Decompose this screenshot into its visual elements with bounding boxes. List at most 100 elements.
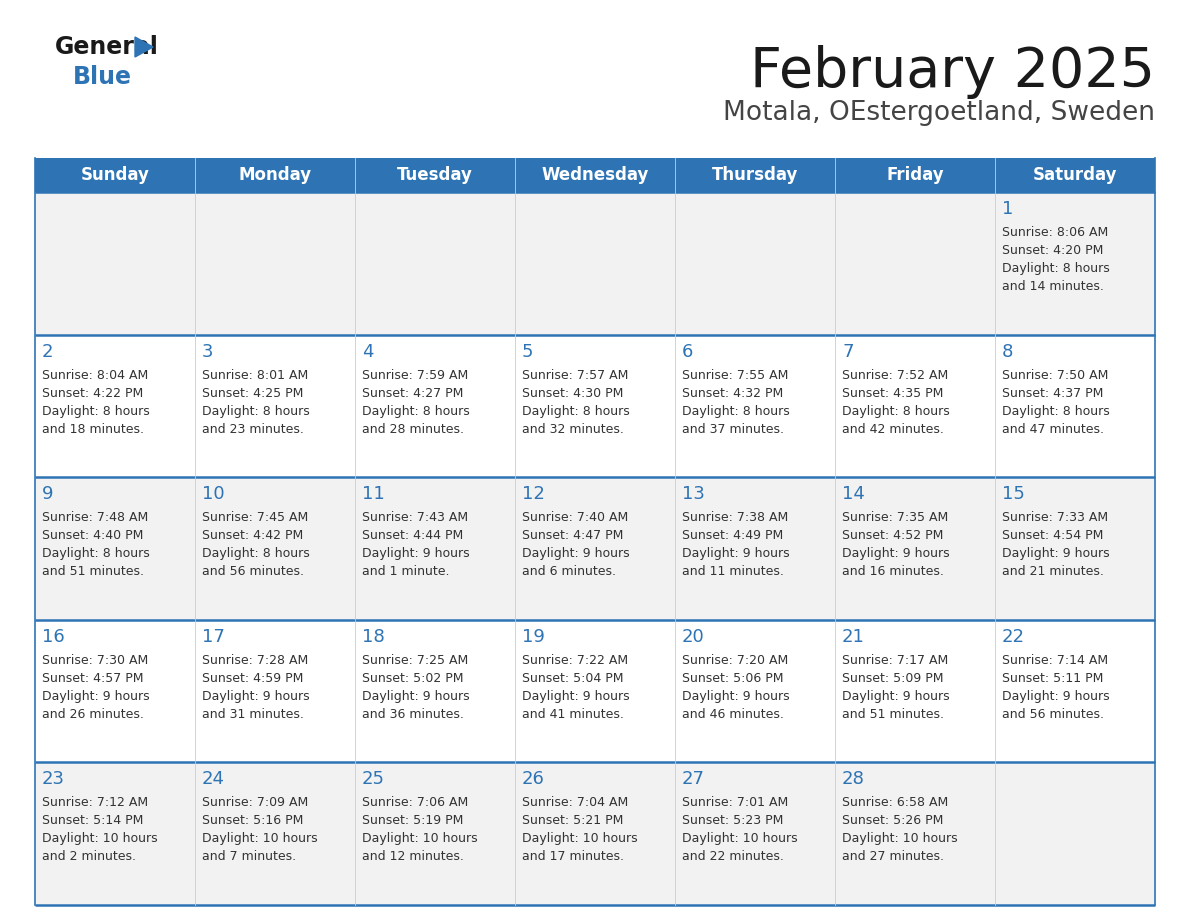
Text: Saturday: Saturday — [1032, 166, 1117, 184]
Text: Sunset: 5:26 PM: Sunset: 5:26 PM — [842, 814, 943, 827]
Text: Daylight: 8 hours: Daylight: 8 hours — [362, 405, 469, 418]
Text: Sunset: 4:30 PM: Sunset: 4:30 PM — [522, 386, 624, 399]
Text: Daylight: 8 hours: Daylight: 8 hours — [42, 547, 150, 560]
Text: 15: 15 — [1001, 486, 1025, 503]
Text: 7: 7 — [842, 342, 853, 361]
Text: Sunrise: 7:57 AM: Sunrise: 7:57 AM — [522, 369, 628, 382]
Text: Sunrise: 7:38 AM: Sunrise: 7:38 AM — [682, 511, 789, 524]
Text: Sunrise: 6:58 AM: Sunrise: 6:58 AM — [842, 797, 948, 810]
Text: Sunrise: 7:22 AM: Sunrise: 7:22 AM — [522, 654, 628, 666]
Text: 25: 25 — [362, 770, 385, 789]
Text: 20: 20 — [682, 628, 704, 645]
Text: Sunrise: 7:45 AM: Sunrise: 7:45 AM — [202, 511, 308, 524]
Text: Sunset: 4:44 PM: Sunset: 4:44 PM — [362, 529, 463, 543]
Text: Sunrise: 7:35 AM: Sunrise: 7:35 AM — [842, 511, 948, 524]
Text: and 2 minutes.: and 2 minutes. — [42, 850, 135, 864]
Text: 8: 8 — [1001, 342, 1013, 361]
Bar — [34, 192, 1155, 334]
Text: Sunrise: 7:50 AM: Sunrise: 7:50 AM — [1001, 369, 1108, 382]
Text: Sunset: 5:16 PM: Sunset: 5:16 PM — [202, 814, 303, 827]
Text: 12: 12 — [522, 486, 545, 503]
Text: Thursday: Thursday — [712, 166, 798, 184]
Text: Sunset: 4:40 PM: Sunset: 4:40 PM — [42, 529, 144, 543]
Text: and 27 minutes.: and 27 minutes. — [842, 850, 944, 864]
Text: 18: 18 — [362, 628, 385, 645]
Text: Sunrise: 7:20 AM: Sunrise: 7:20 AM — [682, 654, 789, 666]
Text: Sunset: 5:11 PM: Sunset: 5:11 PM — [1001, 672, 1104, 685]
Text: Sunday: Sunday — [81, 166, 150, 184]
Text: 5: 5 — [522, 342, 533, 361]
Text: Sunset: 4:49 PM: Sunset: 4:49 PM — [682, 529, 783, 543]
Text: 28: 28 — [842, 770, 865, 789]
Bar — [34, 620, 1155, 763]
Text: Sunset: 5:23 PM: Sunset: 5:23 PM — [682, 814, 783, 827]
Text: and 7 minutes.: and 7 minutes. — [202, 850, 296, 864]
Text: Friday: Friday — [886, 166, 943, 184]
Text: Daylight: 9 hours: Daylight: 9 hours — [522, 689, 630, 703]
Text: Sunset: 4:57 PM: Sunset: 4:57 PM — [42, 672, 144, 685]
Text: 22: 22 — [1001, 628, 1025, 645]
Text: Sunrise: 7:55 AM: Sunrise: 7:55 AM — [682, 369, 789, 382]
Text: Daylight: 9 hours: Daylight: 9 hours — [42, 689, 150, 703]
Text: Daylight: 9 hours: Daylight: 9 hours — [682, 689, 790, 703]
Text: and 21 minutes.: and 21 minutes. — [1001, 565, 1104, 578]
Text: 2: 2 — [42, 342, 53, 361]
Text: Daylight: 9 hours: Daylight: 9 hours — [1001, 547, 1110, 560]
Text: Sunset: 5:21 PM: Sunset: 5:21 PM — [522, 814, 624, 827]
Text: and 46 minutes.: and 46 minutes. — [682, 708, 784, 721]
Text: Sunrise: 7:01 AM: Sunrise: 7:01 AM — [682, 797, 789, 810]
Text: Daylight: 8 hours: Daylight: 8 hours — [522, 405, 630, 418]
Text: and 32 minutes.: and 32 minutes. — [522, 422, 624, 436]
Text: Sunrise: 8:01 AM: Sunrise: 8:01 AM — [202, 369, 308, 382]
Text: Sunrise: 8:04 AM: Sunrise: 8:04 AM — [42, 369, 148, 382]
Text: 23: 23 — [42, 770, 65, 789]
Text: and 36 minutes.: and 36 minutes. — [362, 708, 463, 721]
Bar — [34, 763, 1155, 905]
Text: and 6 minutes.: and 6 minutes. — [522, 565, 617, 578]
Text: 9: 9 — [42, 486, 53, 503]
Text: Sunrise: 7:30 AM: Sunrise: 7:30 AM — [42, 654, 148, 666]
Bar — [34, 158, 1155, 192]
Text: Sunrise: 7:14 AM: Sunrise: 7:14 AM — [1001, 654, 1108, 666]
Text: Motala, OEstergoetland, Sweden: Motala, OEstergoetland, Sweden — [723, 100, 1155, 126]
Text: Daylight: 9 hours: Daylight: 9 hours — [362, 689, 469, 703]
Text: Daylight: 9 hours: Daylight: 9 hours — [202, 689, 310, 703]
Text: 4: 4 — [362, 342, 373, 361]
Text: Sunrise: 7:04 AM: Sunrise: 7:04 AM — [522, 797, 628, 810]
Text: Sunset: 4:37 PM: Sunset: 4:37 PM — [1001, 386, 1104, 399]
Text: Sunset: 4:22 PM: Sunset: 4:22 PM — [42, 386, 144, 399]
Text: 1: 1 — [1001, 200, 1013, 218]
Text: and 17 minutes.: and 17 minutes. — [522, 850, 624, 864]
Text: and 26 minutes.: and 26 minutes. — [42, 708, 144, 721]
Text: Sunset: 4:35 PM: Sunset: 4:35 PM — [842, 386, 943, 399]
Text: Daylight: 8 hours: Daylight: 8 hours — [202, 547, 310, 560]
Text: 17: 17 — [202, 628, 225, 645]
Text: Sunrise: 7:06 AM: Sunrise: 7:06 AM — [362, 797, 468, 810]
Text: Daylight: 10 hours: Daylight: 10 hours — [682, 833, 797, 845]
Text: Tuesday: Tuesday — [397, 166, 473, 184]
Text: Daylight: 9 hours: Daylight: 9 hours — [842, 547, 949, 560]
Text: and 14 minutes.: and 14 minutes. — [1001, 280, 1104, 293]
Text: 24: 24 — [202, 770, 225, 789]
Text: Sunset: 4:47 PM: Sunset: 4:47 PM — [522, 529, 624, 543]
Text: Daylight: 10 hours: Daylight: 10 hours — [42, 833, 158, 845]
Text: Daylight: 9 hours: Daylight: 9 hours — [522, 547, 630, 560]
Text: Daylight: 8 hours: Daylight: 8 hours — [1001, 262, 1110, 275]
Text: Daylight: 9 hours: Daylight: 9 hours — [362, 547, 469, 560]
Text: and 23 minutes.: and 23 minutes. — [202, 422, 304, 436]
Text: 14: 14 — [842, 486, 865, 503]
Text: and 12 minutes.: and 12 minutes. — [362, 850, 463, 864]
Text: Sunrise: 7:52 AM: Sunrise: 7:52 AM — [842, 369, 948, 382]
Text: 13: 13 — [682, 486, 704, 503]
Text: Sunrise: 7:43 AM: Sunrise: 7:43 AM — [362, 511, 468, 524]
Text: 16: 16 — [42, 628, 65, 645]
Text: Sunset: 5:09 PM: Sunset: 5:09 PM — [842, 672, 943, 685]
Text: 19: 19 — [522, 628, 545, 645]
Text: and 56 minutes.: and 56 minutes. — [202, 565, 304, 578]
Text: Sunrise: 7:17 AM: Sunrise: 7:17 AM — [842, 654, 948, 666]
Text: February 2025: February 2025 — [750, 45, 1155, 99]
Text: and 37 minutes.: and 37 minutes. — [682, 422, 784, 436]
Text: Daylight: 8 hours: Daylight: 8 hours — [202, 405, 310, 418]
Text: Daylight: 10 hours: Daylight: 10 hours — [842, 833, 958, 845]
Text: and 56 minutes.: and 56 minutes. — [1001, 708, 1104, 721]
